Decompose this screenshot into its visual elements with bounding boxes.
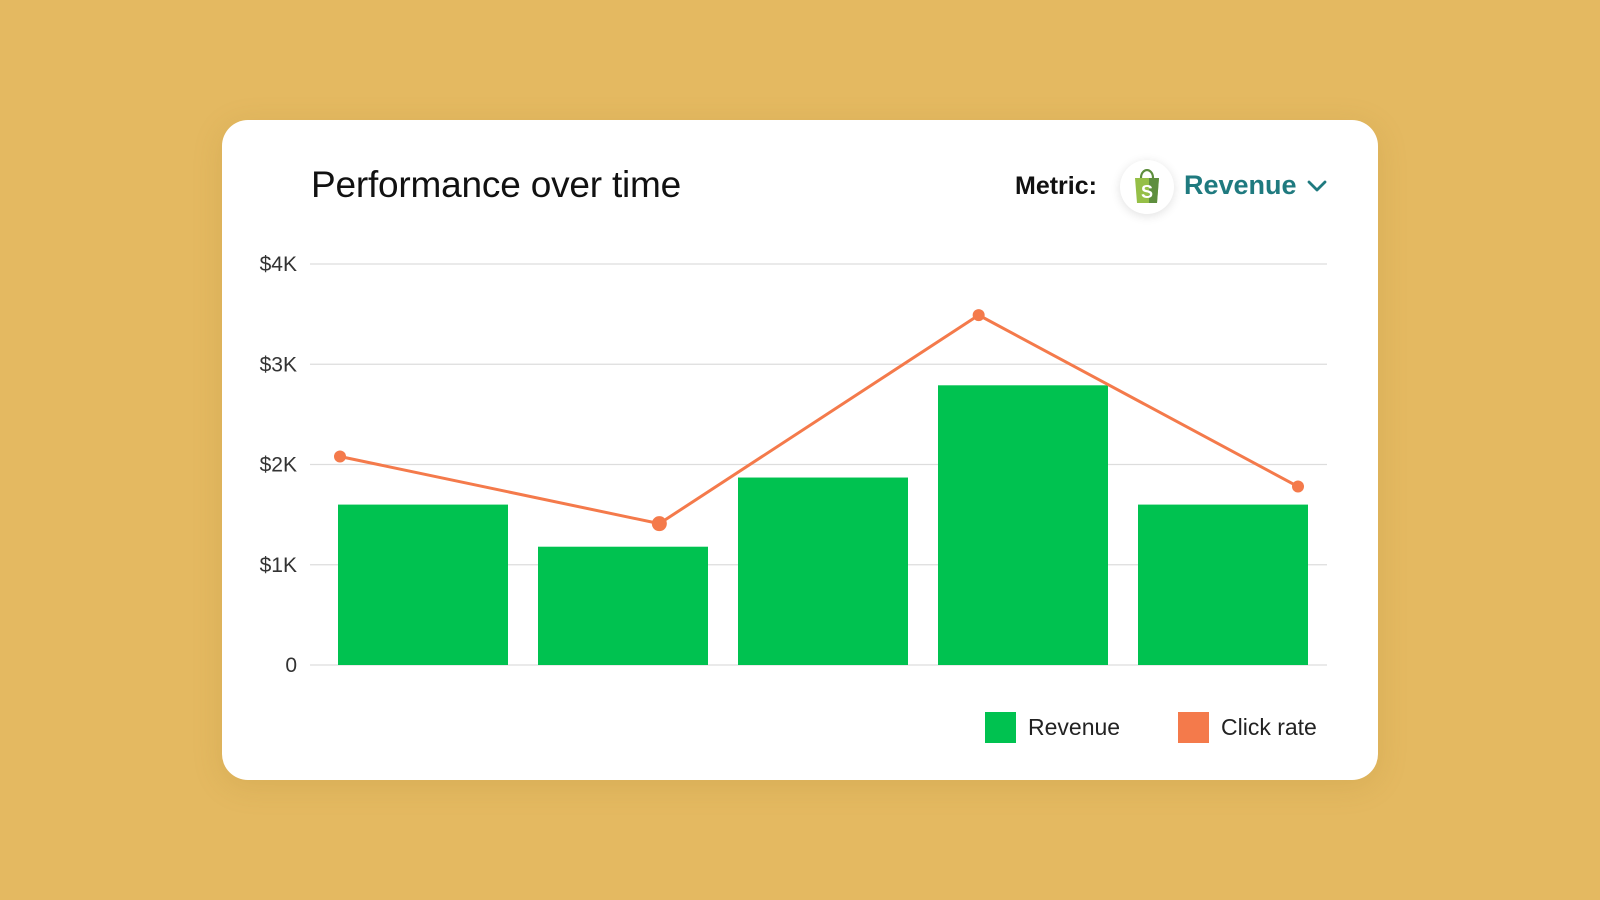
metric-value: Revenue: [1184, 170, 1297, 200]
y-tick-label: $3K: [260, 353, 297, 376]
y-tick-label: $1K: [260, 554, 297, 577]
performance-card: Performance over time Metric: S Revenue …: [222, 120, 1378, 780]
store-badge[interactable]: S: [1120, 160, 1174, 214]
click-rate-point: [334, 450, 346, 463]
metric-dropdown[interactable]: Revenue: [1184, 170, 1327, 201]
revenue-bar: [1138, 504, 1308, 665]
revenue-bar: [338, 504, 508, 665]
revenue-bar: [538, 546, 708, 665]
y-tick-label: $2K: [260, 454, 297, 477]
click-rate-point: [1292, 480, 1304, 493]
svg-text:S: S: [1141, 182, 1153, 202]
chevron-down-icon: [1307, 180, 1326, 191]
click-rate-line: [339, 313, 1299, 526]
page-title: Performance over time: [311, 164, 682, 205]
y-tick-label: $4K: [260, 253, 297, 276]
performance-chart: 0 $1K $2K $3K $4K: [260, 253, 1327, 677]
legend-label-click-rate: Click rate: [1221, 714, 1317, 740]
y-tick-label: 0: [285, 654, 297, 677]
metric-label: Metric:: [1015, 172, 1097, 200]
revenue-bar: [738, 477, 908, 665]
click-rate-point: [651, 516, 667, 532]
legend-swatch-revenue: [985, 712, 1016, 743]
legend-label-revenue: Revenue: [1028, 714, 1121, 740]
legend-swatch-click-rate: [1178, 712, 1209, 743]
click-rate-point: [972, 309, 985, 322]
revenue-bar: [938, 385, 1108, 665]
legend-item-click-rate: Click rate: [1178, 712, 1317, 743]
legend-item-revenue: Revenue: [985, 712, 1120, 743]
shopping-bag-icon: S: [1135, 169, 1159, 203]
